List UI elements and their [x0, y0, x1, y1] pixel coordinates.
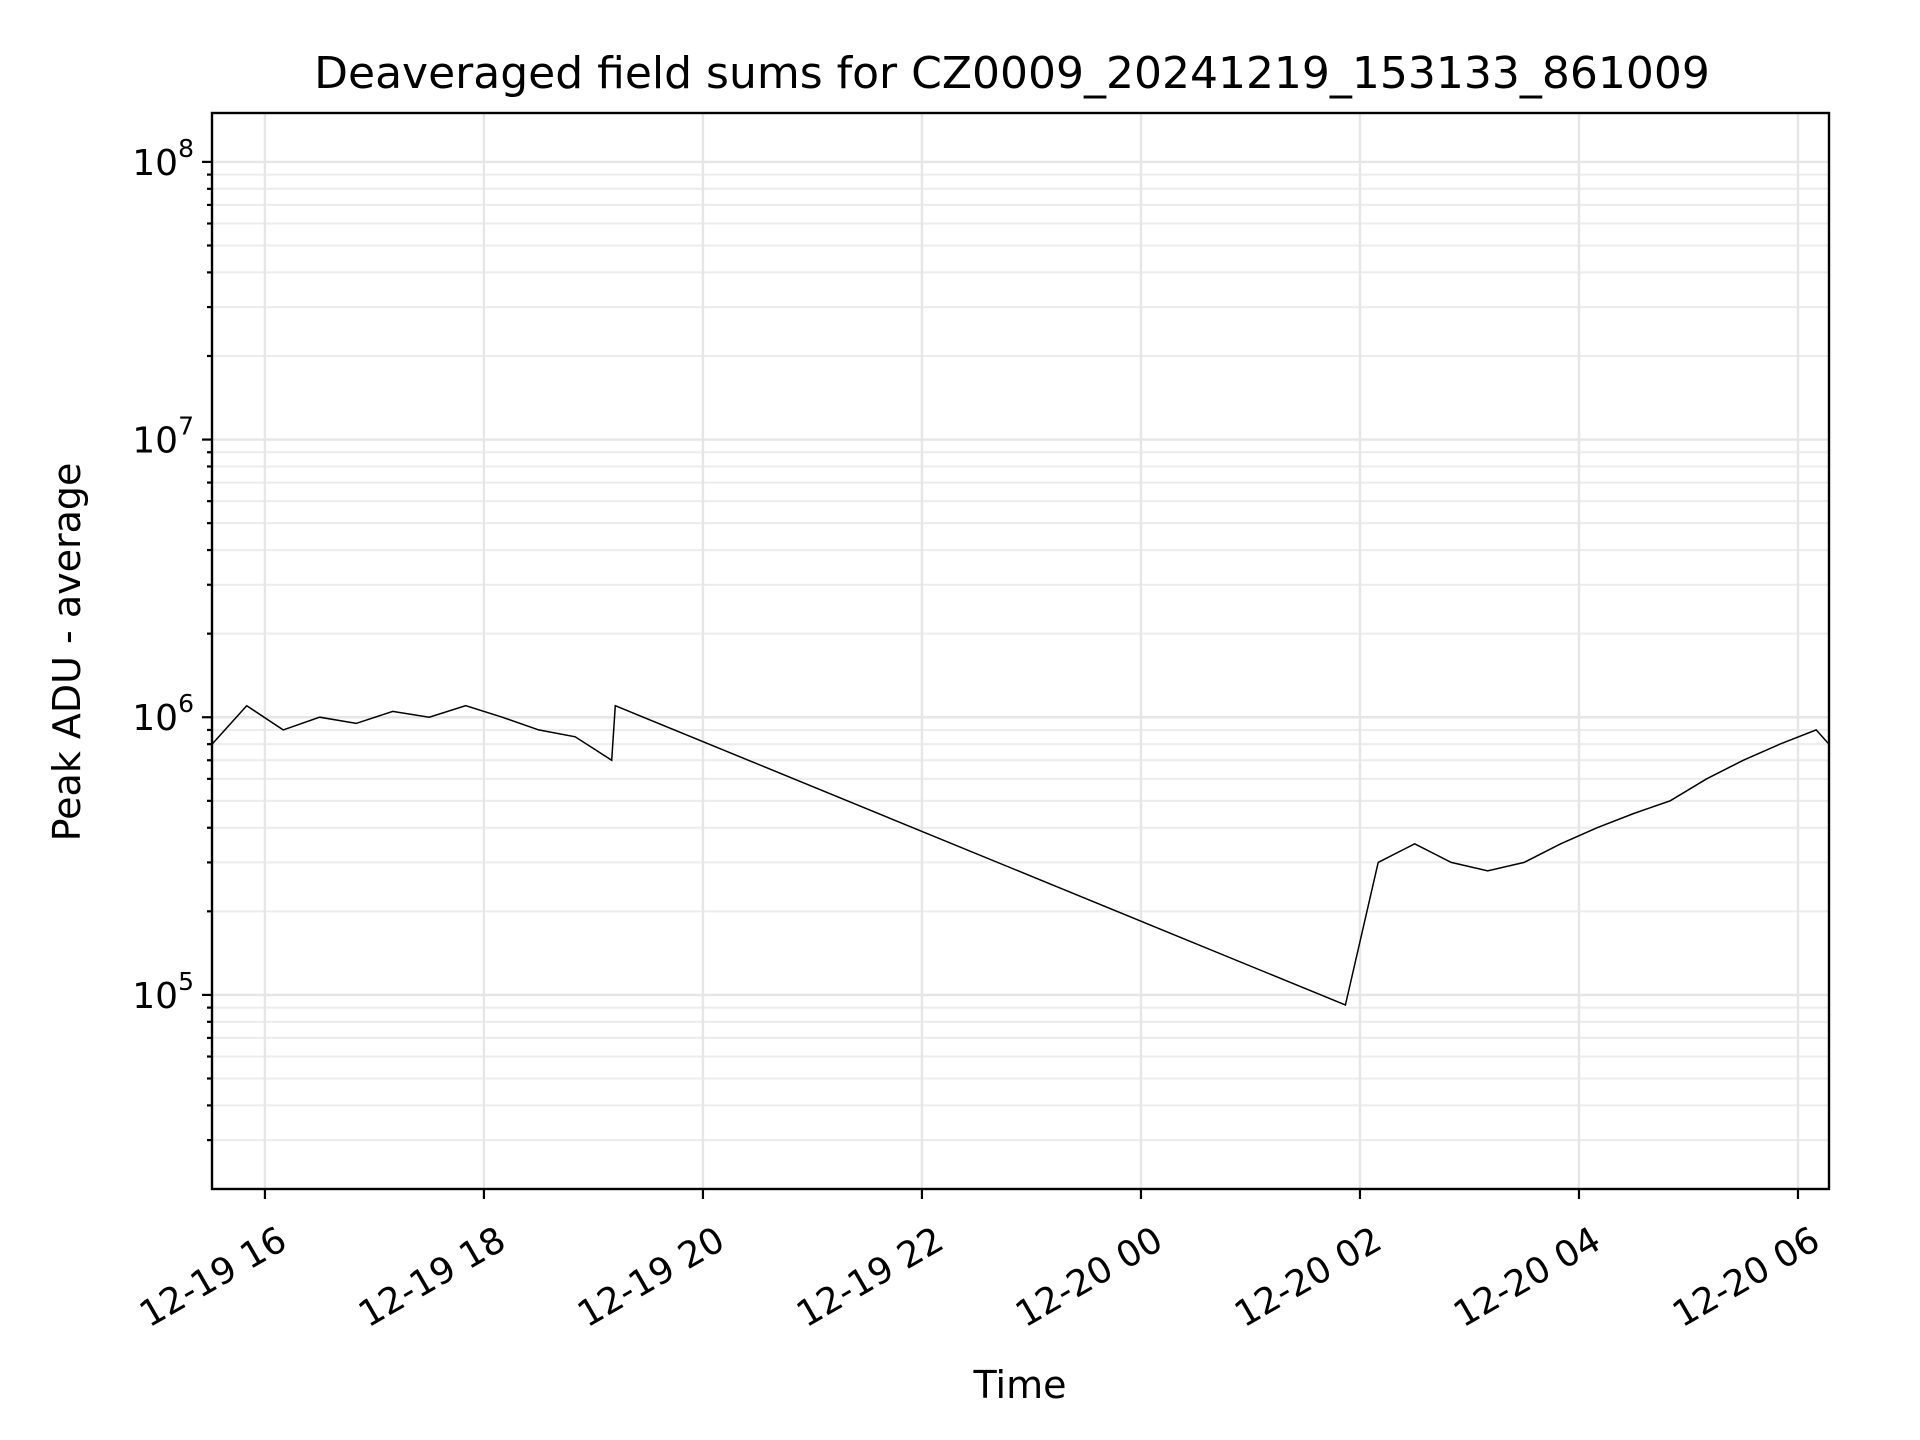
x-tick-label: 12-19 16: [133, 1219, 294, 1335]
y-tick-label: 105: [132, 967, 194, 1017]
y-tick-label: 106: [132, 689, 194, 739]
x-tick-label: 12-20 02: [1228, 1219, 1389, 1335]
plot-frame: [210, 111, 1831, 1191]
y-tick-label: 107: [132, 412, 194, 462]
x-tick-label: 12-19 20: [571, 1219, 732, 1335]
x-axis: 12-19 16 12-19 18 12-19 20 12-19 22 12-20 00…: [133, 1189, 1827, 1336]
x-tick-label: 12-20 04: [1447, 1219, 1608, 1335]
grid: [212, 113, 1829, 1189]
y-axis-label: Peak ADU - average: [45, 463, 89, 842]
series-line: [211, 704, 1830, 1007]
y-tick-label: 108: [132, 134, 194, 184]
chart-title: Deaveraged field sums for CZ0009_2024121…: [314, 48, 1710, 99]
x-tick-label: 12-20 06: [1666, 1219, 1827, 1335]
series-layer: [211, 704, 1830, 1007]
x-tick-label: 12-19 22: [790, 1219, 951, 1335]
x-tick-label: 12-19 18: [352, 1219, 513, 1335]
x-tick-label: 12-20 00: [1009, 1219, 1170, 1335]
y-axis: 105 106 107 108: [132, 134, 212, 1142]
x-axis-label: Time: [973, 1363, 1067, 1407]
